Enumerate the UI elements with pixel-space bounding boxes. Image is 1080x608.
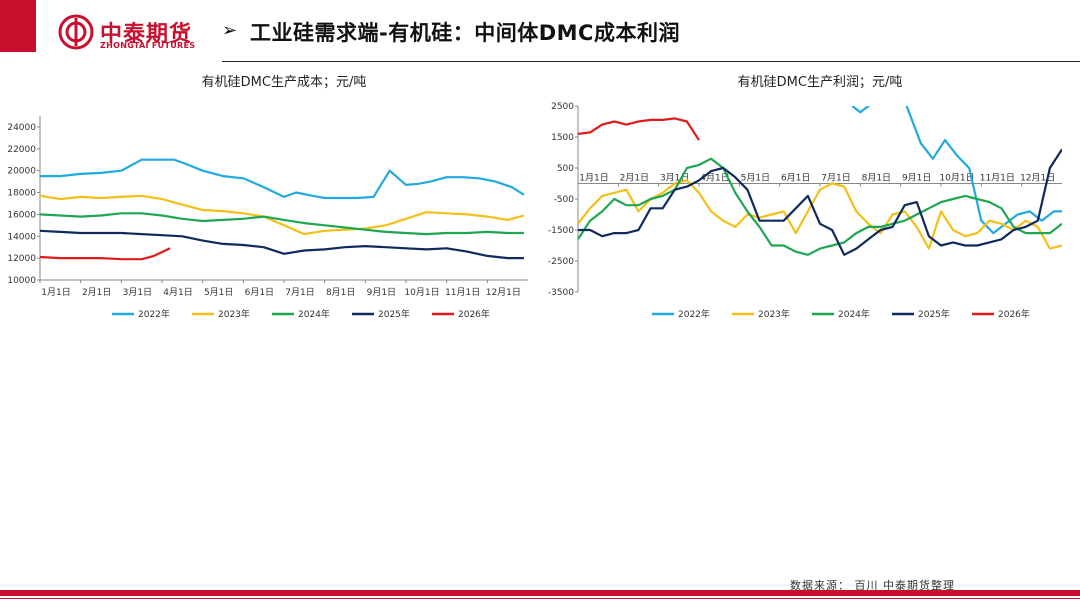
legend-label: 2025年 [378,308,410,320]
chart-title: 有机硅DMC生产成本；元/吨 [202,75,367,90]
x-tick-label: 3月1日 [660,173,689,184]
y-tick-label: 18000 [7,189,36,199]
x-tick-label: 8月1日 [862,173,891,184]
legend-label: 2024年 [838,308,870,320]
x-tick-label: 2月1日 [620,173,649,184]
x-tick-label: 12月1日 [1020,173,1055,184]
series-line-2026年 [40,247,171,261]
x-tick-label: 6月1日 [245,287,274,298]
x-tick-label: 5月1日 [204,287,233,298]
series-line-2024年 [578,157,1062,256]
x-tick-label: 11月1日 [445,287,480,298]
legend-label: 2026年 [458,308,490,320]
x-tick-label: 3月1日 [123,287,152,298]
x-tick-label: 9月1日 [367,287,396,298]
x-tick-label: 9月1日 [902,173,931,184]
legend-label: 2023年 [218,308,250,320]
y-tick-label: -1500 [548,226,574,236]
series-line-2024年 [40,212,524,236]
dmc-cost-chart: 有机硅DMC生产成本；元/吨 10000 12000 14000 16000 18000 2… [7,75,528,320]
x-tick-label: 2月1日 [82,287,111,298]
y-tick-label: 22000 [7,145,36,155]
y-tick-label: 24000 [7,123,36,133]
series-line-2023年 [40,194,525,236]
x-tick-label: 4月1日 [700,173,729,184]
series-line-2025年 [40,229,524,260]
legend-label: 2024年 [298,308,330,320]
title-divider [222,61,1080,62]
legend-label: 2023年 [758,308,790,320]
y-tick-label: 16000 [7,210,36,220]
footer-color-bar [0,590,1080,596]
series-line-2022年 [40,158,525,200]
company-logo: 中泰期货 ZHONGTAI FUTURES [58,14,238,54]
x-tick-label: 12月1日 [486,287,521,298]
x-tick-label: 1月1日 [41,287,70,298]
y-tick-label: 10000 [7,276,36,286]
y-tick-label: 20000 [7,167,36,177]
y-tick-label: -3500 [548,288,574,298]
x-tick-label: 7月1日 [285,287,314,298]
series-line-2023年 [578,179,1062,250]
data-source-note: 数据来源： 百川 中泰期货整理 [790,579,955,592]
y-tick-label: 1500 [551,133,574,143]
x-tick-label: 4月1日 [163,287,192,298]
title-arrow-icon: ➢ [222,20,238,41]
y-tick-label: 2500 [551,102,574,112]
legend-label: 2022年 [138,308,170,320]
y-tick-label: -2500 [548,257,574,267]
footer-divider [0,598,1080,599]
brand-color-bar [0,0,36,52]
y-tick-label: -500 [554,195,575,205]
x-tick-label: 1月1日 [579,173,608,184]
chart-title: 有机硅DMC生产利润；元/吨 [738,75,903,90]
slide-title: 工业硅需求端-有机硅：中间体DMC成本利润 [250,21,680,45]
legend-label: 2026年 [998,308,1030,320]
x-tick-label: 11月1日 [980,173,1015,184]
dmc-profit-chart: 有机硅DMC生产利润；元/吨 -3500 -2500 -1500 -500 500 1500… [548,75,1062,320]
zhongtai-logo-icon [58,14,94,50]
series-line-2025年 [578,148,1062,256]
logo-text-en: ZHONGTAI FUTURES [100,41,196,50]
y-tick-label: 14000 [7,232,36,242]
legend-label: 2025年 [918,308,950,320]
y-tick-label: 12000 [7,254,36,264]
x-tick-label: 6月1日 [781,173,810,184]
series-line-2026年 [578,117,700,141]
legend-label: 2022年 [678,308,710,320]
x-tick-label: 10月1日 [939,173,974,184]
x-tick-label: 7月1日 [821,173,850,184]
series-line-2022年 [851,106,1062,235]
x-tick-label: 8月1日 [326,287,355,298]
x-tick-label: 10月1日 [404,287,439,298]
y-tick-label: 500 [557,164,574,174]
x-tick-label: 5月1日 [741,173,770,184]
logo-text-cn: 中泰期货 [100,22,193,47]
